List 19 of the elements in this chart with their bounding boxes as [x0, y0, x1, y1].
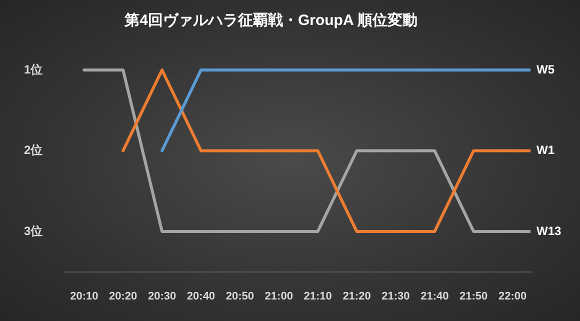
- x-tick-label: 20:50: [226, 290, 254, 302]
- x-tick-label: 21:20: [342, 290, 371, 302]
- x-tick-label: 22:00: [498, 290, 527, 302]
- x-tick-label: 20:40: [186, 290, 216, 302]
- y-tick-label: 2位: [24, 143, 43, 158]
- x-tick-label: 21:40: [420, 290, 449, 302]
- x-tick-label: 20:20: [109, 290, 138, 302]
- x-tick-label: 21:50: [460, 290, 488, 302]
- legend-label: W1: [536, 143, 555, 158]
- y-tick-label: 1位: [24, 62, 43, 76]
- x-tick-label: 20:30: [148, 290, 176, 302]
- y-tick-label: 3位: [24, 224, 43, 238]
- x-tick-label: 21:30: [382, 290, 410, 302]
- chart-title: 第4回ヴァルハラ征覇戦・GroupA 順位変動: [124, 11, 418, 30]
- x-tick-label: 21:00: [264, 290, 293, 302]
- x-tick-label: 21:10: [304, 290, 332, 302]
- legend-label: W5: [536, 62, 555, 76]
- legend-label: W13: [536, 224, 562, 238]
- x-tick-label: 20:10: [70, 290, 98, 302]
